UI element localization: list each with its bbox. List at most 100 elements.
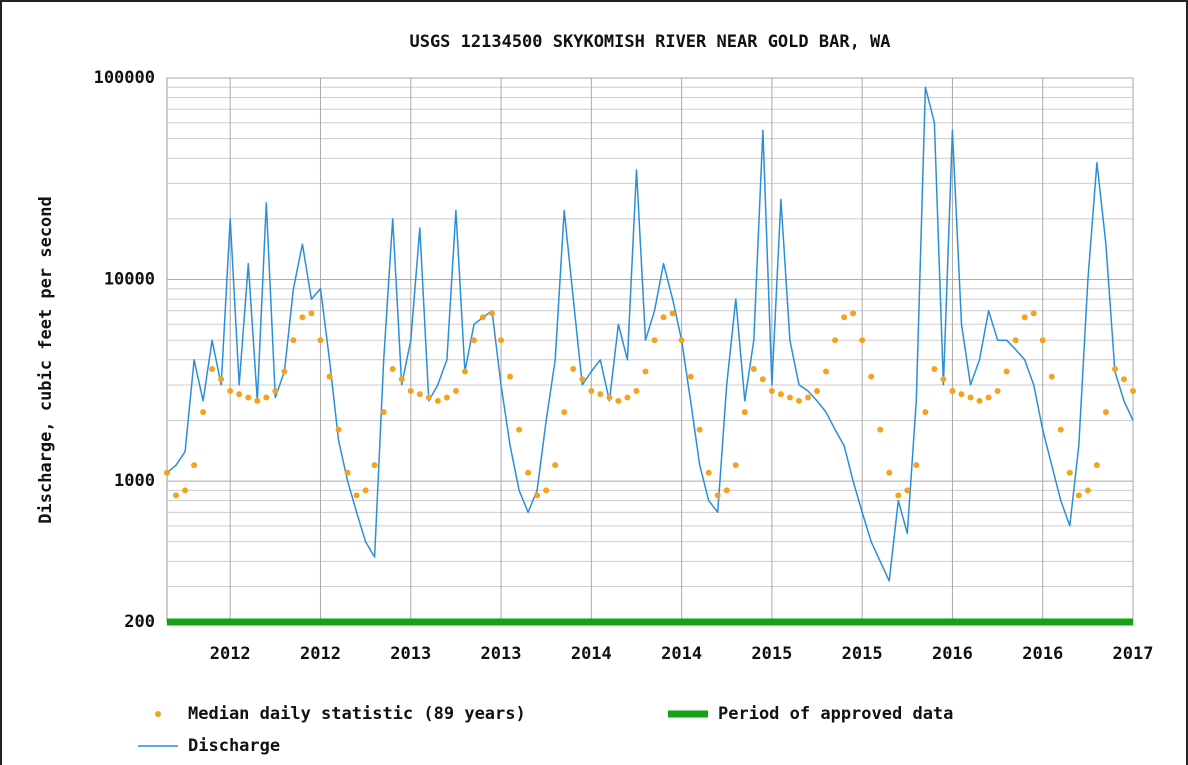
median-dot bbox=[1066, 469, 1073, 476]
plot-area bbox=[166, 77, 1134, 623]
median-dot bbox=[543, 487, 550, 494]
median-dot bbox=[669, 310, 676, 317]
median-dot bbox=[651, 337, 658, 344]
median-dot bbox=[281, 368, 288, 375]
median-dot bbox=[308, 310, 315, 317]
y-axis-label: Discharge, cubic feet per second bbox=[36, 196, 56, 524]
median-dot bbox=[967, 394, 974, 401]
median-dot bbox=[1057, 426, 1064, 433]
median-dot bbox=[1120, 376, 1127, 383]
median-dot bbox=[299, 314, 306, 321]
median-dot bbox=[606, 394, 613, 401]
median-dot bbox=[443, 394, 450, 401]
median-dot bbox=[786, 394, 793, 401]
x-tick-label: 2015 bbox=[751, 644, 792, 664]
median-dot bbox=[254, 397, 261, 404]
median-dot bbox=[985, 394, 992, 401]
median-dot bbox=[588, 387, 595, 394]
median-dot bbox=[705, 469, 712, 476]
chart-title: USGS 12134500 SKYKOMISH RIVER NEAR GOLD … bbox=[409, 32, 890, 52]
median-dot bbox=[642, 368, 649, 375]
median-dot bbox=[552, 462, 559, 469]
median-dot bbox=[958, 391, 965, 398]
discharge-line bbox=[166, 86, 1134, 582]
median-dot bbox=[173, 492, 180, 499]
median-dot bbox=[164, 469, 170, 476]
median-dot bbox=[479, 314, 486, 321]
median-dot bbox=[814, 387, 821, 394]
median-dot bbox=[895, 492, 902, 499]
x-tick-label: 2014 bbox=[571, 644, 612, 664]
median-dot bbox=[570, 365, 577, 372]
x-tick-label: 2017 bbox=[1113, 644, 1154, 664]
x-tick-label: 2016 bbox=[1022, 644, 1063, 664]
median-dot bbox=[182, 487, 189, 494]
median-dot bbox=[317, 337, 324, 344]
median-dot bbox=[1102, 409, 1109, 416]
median-dot bbox=[353, 492, 360, 499]
y-tick-label: 200 bbox=[124, 612, 155, 632]
median-dot bbox=[461, 368, 468, 375]
median-dot bbox=[416, 391, 423, 398]
median-dot bbox=[994, 387, 1001, 394]
median-dot bbox=[470, 337, 477, 344]
median-dot bbox=[191, 462, 198, 469]
median-dot bbox=[931, 365, 938, 372]
median-dot bbox=[877, 426, 884, 433]
median-dot bbox=[714, 492, 721, 499]
median-dot bbox=[660, 314, 667, 321]
median-dot bbox=[886, 469, 893, 476]
median-dot bbox=[362, 487, 369, 494]
median-dot bbox=[218, 376, 225, 383]
median-dot bbox=[245, 394, 252, 401]
median-dot bbox=[687, 373, 694, 380]
x-tick-label: 2015 bbox=[842, 644, 883, 664]
median-dot bbox=[904, 487, 911, 494]
x-tick-label: 2012 bbox=[300, 644, 341, 664]
legend-swatch bbox=[155, 711, 161, 717]
x-tick-label: 2016 bbox=[932, 644, 973, 664]
median-dot bbox=[371, 462, 378, 469]
median-dot bbox=[1039, 337, 1046, 344]
legend-label: Discharge bbox=[188, 736, 280, 756]
median-dot bbox=[976, 397, 983, 404]
median-dot bbox=[633, 387, 640, 394]
median-dot bbox=[940, 376, 947, 383]
median-dot bbox=[1130, 387, 1136, 394]
median-dot bbox=[615, 397, 622, 404]
legend-label: Median daily statistic (89 years) bbox=[188, 704, 526, 724]
median-dot bbox=[1111, 365, 1118, 372]
x-tick-label: 2014 bbox=[661, 644, 702, 664]
median-dot bbox=[759, 376, 766, 383]
median-dot bbox=[489, 310, 496, 317]
median-dot bbox=[777, 391, 784, 398]
median-dot bbox=[335, 426, 342, 433]
median-dot bbox=[236, 391, 243, 398]
median-dot bbox=[1003, 368, 1010, 375]
median-dot bbox=[868, 373, 875, 380]
median-dot bbox=[1021, 314, 1028, 321]
median-dot bbox=[741, 409, 748, 416]
median-dot bbox=[832, 337, 839, 344]
median-dot bbox=[723, 487, 730, 494]
y-tick-label: 100000 bbox=[94, 68, 155, 88]
median-dot bbox=[696, 426, 703, 433]
median-dot bbox=[389, 365, 396, 372]
median-dot bbox=[850, 310, 857, 317]
median-dot bbox=[209, 365, 216, 372]
median-dot bbox=[1075, 492, 1082, 499]
median-dot bbox=[949, 387, 956, 394]
median-dot bbox=[1048, 373, 1055, 380]
median-dot bbox=[344, 469, 351, 476]
median-dot bbox=[732, 462, 739, 469]
median-dot bbox=[452, 387, 459, 394]
median-dot bbox=[561, 409, 568, 416]
median-dot bbox=[407, 387, 414, 394]
x-tick-label: 2012 bbox=[210, 644, 251, 664]
median-dot bbox=[823, 368, 830, 375]
legend-label: Period of approved data bbox=[718, 704, 953, 724]
median-dot bbox=[498, 337, 505, 344]
median-dot bbox=[290, 337, 297, 344]
y-tick-label: 10000 bbox=[104, 270, 155, 290]
